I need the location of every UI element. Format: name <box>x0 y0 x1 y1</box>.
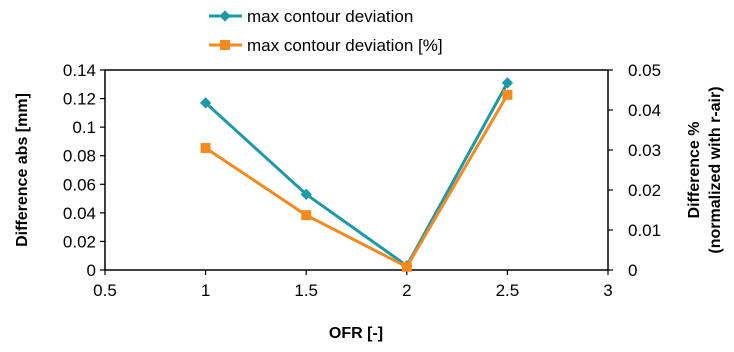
y-left-tick-label: 0.14 <box>63 61 96 80</box>
y-axis-left-label: Difference abs [mm] <box>14 93 31 247</box>
data-point-square <box>401 261 412 272</box>
series-line-2 <box>204 94 509 269</box>
data-point-square <box>502 89 513 100</box>
plot-area <box>104 69 609 271</box>
legend-marker-2 <box>220 40 230 50</box>
x-axis-label: OFR [-] <box>329 325 383 342</box>
y-axis-right: 0 0.01 0.02 0.03 0.04 0.05 <box>608 61 661 280</box>
y-left-tick-label: 0.08 <box>63 147 96 166</box>
y-left-tick-label: 0.06 <box>63 175 96 194</box>
x-tick-label: 3 <box>603 281 612 300</box>
x-tick-label: 0.5 <box>93 281 117 300</box>
legend-label-1: max contour deviation <box>247 7 413 26</box>
legend-label-2: max contour deviation [%] <box>247 36 443 55</box>
y-right-tick-label: 0.03 <box>628 141 661 160</box>
legend-item-1: max contour deviation <box>209 7 413 26</box>
y-left-tick-label: 0 <box>87 261 96 280</box>
y-axis-right-label-line2: (normalized with r-air) <box>707 86 724 253</box>
legend-marker-1 <box>219 10 231 22</box>
y-axis-left: 0 0.02 0.04 0.06 0.08 0.1 0.12 0.14 <box>63 61 105 280</box>
y-right-tick-label: 0.05 <box>628 61 661 80</box>
data-point-square <box>200 143 211 153</box>
x-tick-label: 2.5 <box>496 281 520 300</box>
y-right-tick-label: 0.01 <box>628 221 661 240</box>
data-point-diamond <box>300 188 312 200</box>
x-axis: 0.5 1 1.5 2 2.5 3 <box>93 270 613 300</box>
x-tick-label: 1 <box>201 281 210 300</box>
data-point-diamond <box>501 77 514 89</box>
legend: max contour deviation max contour deviat… <box>209 7 443 55</box>
legend-item-2: max contour deviation [%] <box>209 36 443 55</box>
y-left-tick-label: 0.1 <box>72 118 96 137</box>
y-right-tick-label: 0.04 <box>628 101 661 120</box>
y-right-tick-label: 0 <box>628 261 637 280</box>
x-tick-label: 2 <box>402 281 411 300</box>
data-point-square <box>301 210 312 221</box>
series-layer <box>199 77 514 272</box>
y-right-tick-label: 0.02 <box>628 181 661 200</box>
y-left-tick-label: 0.04 <box>63 204 96 223</box>
x-tick-label: 1.5 <box>294 281 318 300</box>
y-left-tick-label: 0.02 <box>63 232 96 251</box>
y-left-tick-label: 0.12 <box>63 90 96 109</box>
series-line-1 <box>204 82 509 268</box>
y-axis-right-label-line1: Difference % <box>686 122 703 219</box>
